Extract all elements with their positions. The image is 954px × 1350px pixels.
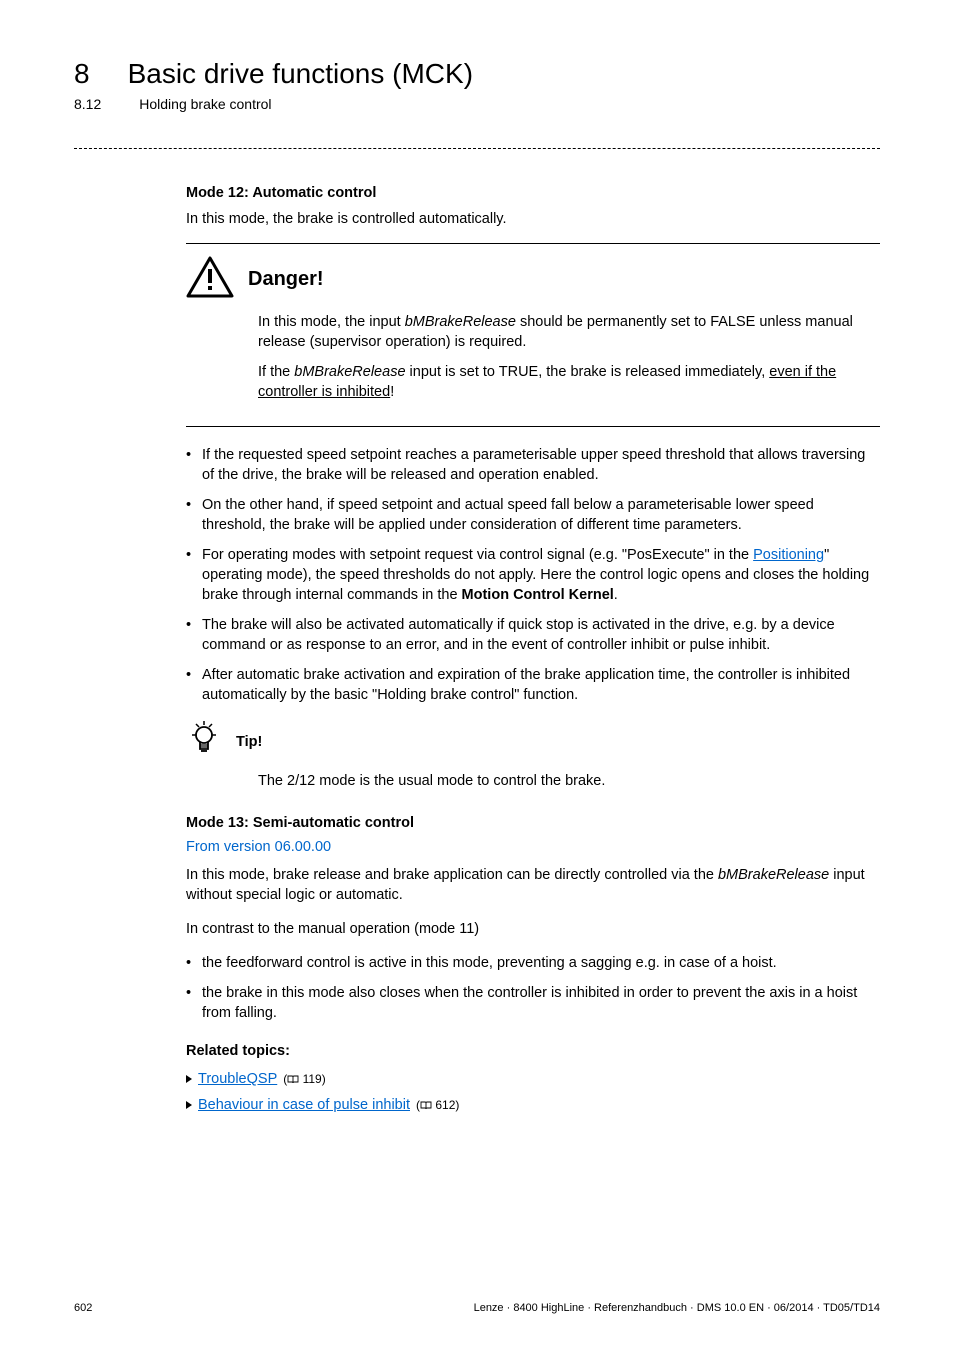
related-heading: Related topics: (186, 1041, 880, 1061)
related-list: TroubleQSP ( 119) Behaviour in case of p… (186, 1069, 880, 1115)
related-link-1[interactable]: TroubleQSP (198, 1069, 277, 1089)
bullet-5: After automatic brake activation and exp… (186, 665, 880, 705)
mode12-intro: In this mode, the brake is controlled au… (186, 209, 880, 229)
mode12-bullets: If the requested speed setpoint reaches … (186, 445, 880, 705)
section-number: 8.12 (74, 96, 101, 112)
danger-title: Danger! (248, 266, 324, 294)
danger-p1: In this mode, the input bMBrakeRelease s… (258, 312, 880, 352)
mode13-heading: Mode 13: Semi-automatic control (186, 813, 880, 833)
mode13-p1: In this mode, brake release and brake ap… (186, 865, 880, 905)
danger-box: Danger! In this mode, the input bMBrakeR… (186, 243, 880, 427)
tip-label: Tip! (236, 732, 262, 752)
triangle-icon (186, 1101, 192, 1109)
bullet-2: On the other hand, if speed setpoint and… (186, 495, 880, 535)
tip-icon (186, 719, 222, 765)
mode13-sublist: the feedforward control is active in thi… (186, 953, 880, 1023)
bullet-3: For operating modes with setpoint reques… (186, 545, 880, 605)
danger-p2: If the bMBrakeRelease input is set to TR… (258, 362, 880, 402)
related-link-2[interactable]: Behaviour in case of pulse inhibit (198, 1095, 410, 1115)
triangle-icon (186, 1075, 192, 1083)
divider-dashed (74, 148, 880, 149)
section-title: Holding brake control (139, 96, 271, 112)
mode13-version: From version 06.00.00 (186, 837, 880, 857)
bullet-4: The brake will also be activated automat… (186, 615, 880, 655)
mode13-sb2: the brake in this mode also closes when … (186, 983, 880, 1023)
footer: 602 Lenze · 8400 HighLine · Referenzhand… (74, 1302, 880, 1314)
related-item-1: TroubleQSP ( 119) (186, 1069, 880, 1089)
positioning-link[interactable]: Positioning (753, 547, 824, 563)
mode13-p2: In contrast to the manual operation (mod… (186, 919, 880, 939)
content-body: Mode 12: Automatic control In this mode,… (186, 183, 880, 1115)
related-item-2: Behaviour in case of pulse inhibit ( 612… (186, 1095, 880, 1115)
mode13-sb1: the feedforward control is active in thi… (186, 953, 880, 973)
chapter-number: 8 (74, 58, 90, 90)
bullet-1: If the requested speed setpoint reaches … (186, 445, 880, 485)
danger-icon (186, 256, 234, 304)
tip-body: The 2/12 mode is the usual mode to contr… (258, 771, 880, 791)
book-icon (287, 1072, 299, 1081)
page-number: 602 (74, 1302, 92, 1314)
mode12-heading: Mode 12: Automatic control (186, 183, 880, 203)
footer-text: Lenze · 8400 HighLine · Referenzhandbuch… (474, 1302, 880, 1314)
chapter-title: Basic drive functions (MCK) (128, 58, 473, 90)
book-icon (420, 1098, 432, 1107)
